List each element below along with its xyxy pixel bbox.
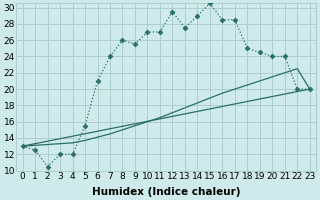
- X-axis label: Humidex (Indice chaleur): Humidex (Indice chaleur): [92, 187, 240, 197]
